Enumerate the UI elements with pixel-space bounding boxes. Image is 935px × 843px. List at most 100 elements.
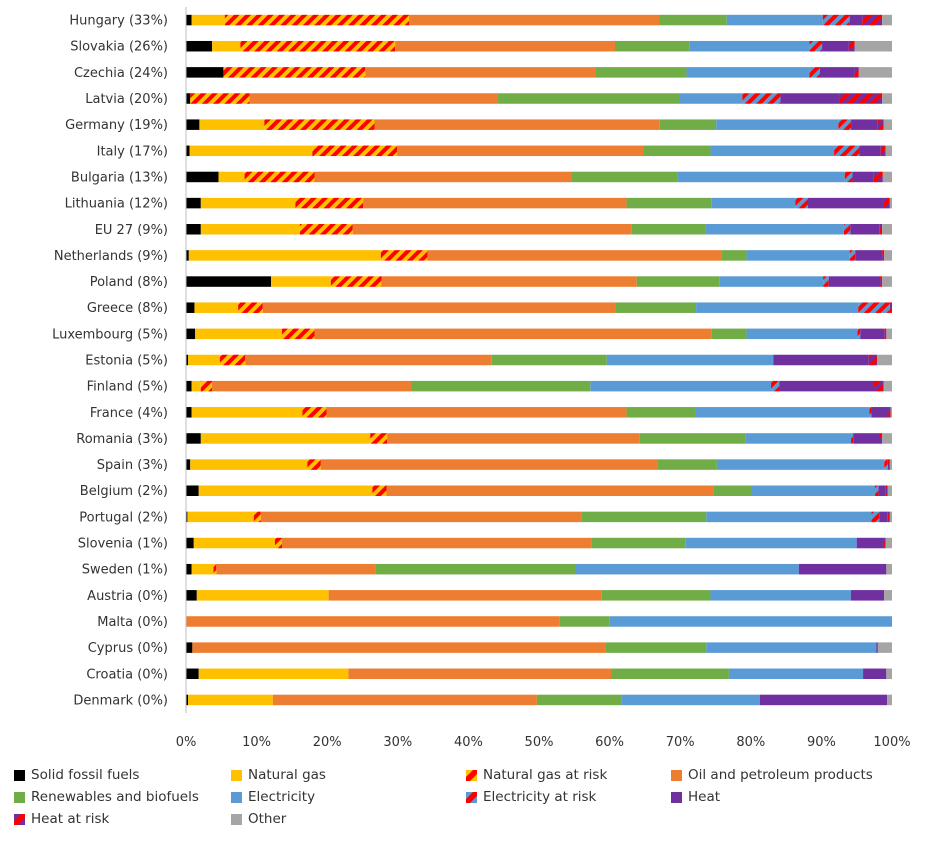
bar-segment-heat-at-risk <box>889 302 892 313</box>
bar-segment-renewables-and-biofuels <box>591 537 686 549</box>
category-label: Croatia (0%) <box>86 667 168 682</box>
bar-segment-heat <box>780 93 840 104</box>
bar-segment-electricity <box>706 511 872 523</box>
bar-segment-oil-and-petroleum-products <box>387 433 640 444</box>
bar-segment-natural-gas-at-risk <box>274 537 283 549</box>
bar-segment-natural-gas-at-risk <box>200 380 213 392</box>
bar-segment-heat-at-risk <box>839 93 883 104</box>
bar-segment-electricity-at-risk <box>869 407 872 418</box>
bar-segment-electricity <box>716 459 885 470</box>
bar-segment-electricity <box>696 302 859 313</box>
bar-segment-oil-and-petroleum-products <box>216 563 376 575</box>
bar-segment-natural-gas <box>271 276 331 287</box>
legend-swatch <box>231 791 242 803</box>
bar-segment-electricity-at-risk <box>834 145 860 157</box>
legend-swatch <box>466 791 477 803</box>
bar-segment-natural-gas <box>187 511 254 523</box>
bar-segment-natural-gas-at-risk <box>302 407 327 418</box>
bar-segment-oil-and-petroleum-products <box>352 224 632 235</box>
bar-segment-electricity <box>575 563 799 575</box>
bar-segment-renewables-and-biofuels <box>581 511 707 523</box>
bar-segment-heat <box>860 328 885 340</box>
bar-segment-natural-gas-at-risk <box>282 328 315 340</box>
bar-segment-heat <box>849 14 863 26</box>
bar-segment-other <box>887 485 892 496</box>
category-label: Czechia (24%) <box>74 66 168 81</box>
bar-segment-heat-at-risk <box>882 250 885 261</box>
legend-swatch <box>14 791 25 803</box>
bar-segment-electricity <box>677 171 845 183</box>
bar-segment-natural-gas <box>189 145 313 157</box>
bar-segment-natural-gas <box>198 485 373 496</box>
category-label: Greece (8%) <box>87 301 168 316</box>
bar-segment-other <box>886 668 892 680</box>
bar-segment-natural-gas-at-risk <box>370 433 388 444</box>
bar-segment-oil-and-petroleum-products <box>249 93 499 104</box>
category-label: Estonia (5%) <box>85 354 168 369</box>
bar-segment-natural-gas <box>191 380 201 392</box>
bar-segment-natural-gas-at-risk <box>223 67 366 78</box>
legend-swatch <box>671 791 682 803</box>
category-label: Denmark (0%) <box>73 693 168 708</box>
legend-label: Electricity <box>248 789 316 805</box>
bar-segment-electricity <box>609 616 892 627</box>
legend-label: Solid fossil fuels <box>31 767 140 783</box>
category-label: Slovenia (1%) <box>78 537 168 552</box>
bar-segment-oil-and-petroleum-products <box>363 197 627 209</box>
y-axis-labels: Hungary (33%) Slovakia (26%) Czechia (24%)… <box>52 14 168 709</box>
bar-segment-solid-fossil-fuels <box>186 145 190 157</box>
bar-segment-natural-gas-at-risk <box>219 354 246 366</box>
bar-segment-oil-and-petroleum-products <box>427 250 722 261</box>
bar-segment-electricity-at-risk <box>742 93 781 104</box>
bar-segment-other <box>883 380 892 392</box>
bar-segment-electricity <box>689 40 810 52</box>
bar-segment-heat <box>856 537 884 549</box>
bar-segment-renewables-and-biofuels <box>601 590 711 601</box>
legend-label: Natural gas at risk <box>483 767 608 783</box>
bar-segment-natural-gas-at-risk <box>240 40 396 52</box>
bar-segment-electricity-at-risk <box>809 67 820 78</box>
bar-segment-solid-fossil-fuels <box>186 433 201 444</box>
legend-label: Electricity at risk <box>483 789 597 805</box>
bar-segment-electricity <box>590 380 772 392</box>
bar-segment-heat-at-risk <box>873 380 884 392</box>
bar-segment-natural-gas-at-risk <box>264 119 375 130</box>
category-label: Belgium (2%) <box>80 484 168 499</box>
bar-segment-electricity-at-risk <box>858 302 890 313</box>
bar-segment-natural-gas-at-risk <box>312 145 398 157</box>
bar-segment-renewables-and-biofuels <box>571 171 678 183</box>
bar-segment-electricity <box>621 694 760 706</box>
legend-label: Natural gas <box>248 767 326 783</box>
bar-segment-solid-fossil-fuels <box>186 250 189 261</box>
bar-segment-oil-and-petroleum-products <box>409 14 660 26</box>
bar-segment-heat <box>879 511 888 523</box>
bar-segment-electricity <box>679 93 743 104</box>
bar-segment-heat <box>871 407 889 418</box>
bar-segment-electricity-at-risk <box>844 171 853 183</box>
bar-segment-natural-gas <box>200 224 300 235</box>
bar-segment-oil-and-petroleum-products <box>282 537 592 549</box>
bar-segment-solid-fossil-fuels <box>186 171 219 183</box>
bar-segment-other <box>884 590 892 601</box>
bar-segment-renewables-and-biofuels <box>498 93 680 104</box>
legend-swatch <box>671 769 682 781</box>
bar-segment-heat-at-risk <box>883 197 890 209</box>
category-label: Portugal (2%) <box>79 510 168 525</box>
bar-segment-natural-gas-at-risk <box>224 14 410 26</box>
bar-segment-electricity-at-risk <box>871 511 880 523</box>
bar-segment-electricity <box>711 197 796 209</box>
legend-item-natural-gas-at-risk: Natural gas at risk <box>466 766 671 784</box>
bar-segment-natural-gas-at-risk <box>244 171 315 183</box>
bar-segment-electricity-at-risk <box>843 224 851 235</box>
bar-segment-renewables-and-biofuels <box>659 14 727 26</box>
bar-segment-solid-fossil-fuels <box>186 380 192 392</box>
bar-segment-other <box>882 433 892 444</box>
bar-segment-natural-gas-at-risk <box>330 276 382 287</box>
bar-segment-oil-and-petroleum-products <box>386 485 714 496</box>
bar-segment-renewables-and-biofuels <box>611 668 729 680</box>
bar-segment-other <box>889 511 892 523</box>
bar-segment-electricity-at-risk <box>884 459 888 470</box>
bar-segment-heat <box>822 40 849 52</box>
bar-segment-electricity-at-risk <box>823 276 829 287</box>
bar-segment-electricity <box>710 145 835 157</box>
